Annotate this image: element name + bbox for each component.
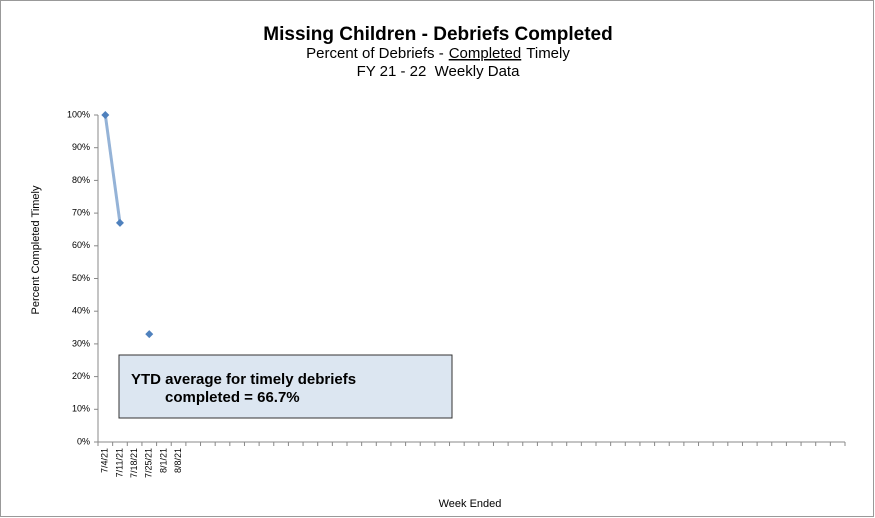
x-tick-label: 7/11/21 [114, 448, 124, 477]
chart-subtitle: Percent of Debriefs - Completed Timely [306, 45, 570, 62]
y-tick-label: 80% [72, 175, 90, 185]
y-axis-label: Percent Completed Timely [30, 185, 42, 314]
annotation-line: completed = 66.7% [165, 389, 300, 406]
annotation-box [118, 354, 453, 419]
annotation-line: YTD average for timely debriefs [131, 371, 356, 388]
subtitle-part: Timely [526, 45, 570, 62]
y-tick-label: 70% [72, 207, 90, 217]
y-tick-label: 50% [72, 273, 90, 283]
chart-subtitle-2: FY 21 - 22 Weekly Data [357, 63, 521, 80]
subtitle-part: Percent of Debriefs - [306, 45, 444, 62]
x-tick-label: 7/18/21 [129, 448, 139, 478]
x-tick-label: 7/25/21 [144, 448, 154, 478]
x-tick-label: 8/1/21 [158, 448, 168, 473]
y-tick-label: 40% [72, 306, 90, 316]
y-tick-label: 0% [77, 436, 90, 446]
x-tick-label: 7/4/21 [100, 448, 110, 473]
marker [145, 330, 154, 339]
marker [101, 111, 110, 119]
y-tick-label: 30% [72, 338, 90, 348]
chart-title: Missing Children - Debriefs Completed [263, 24, 612, 45]
y-tick-label: 100% [67, 109, 90, 119]
y-tick-label: 60% [72, 240, 90, 250]
y-tick-label: 10% [72, 404, 90, 414]
x-tick-label: 8/8/21 [173, 448, 183, 473]
subtitle-part: Completed [449, 45, 522, 62]
x-axis-label: Week Ended [439, 498, 502, 510]
y-tick-label: 20% [72, 371, 90, 381]
y-tick-label: 90% [72, 142, 90, 152]
marker [115, 218, 124, 227]
